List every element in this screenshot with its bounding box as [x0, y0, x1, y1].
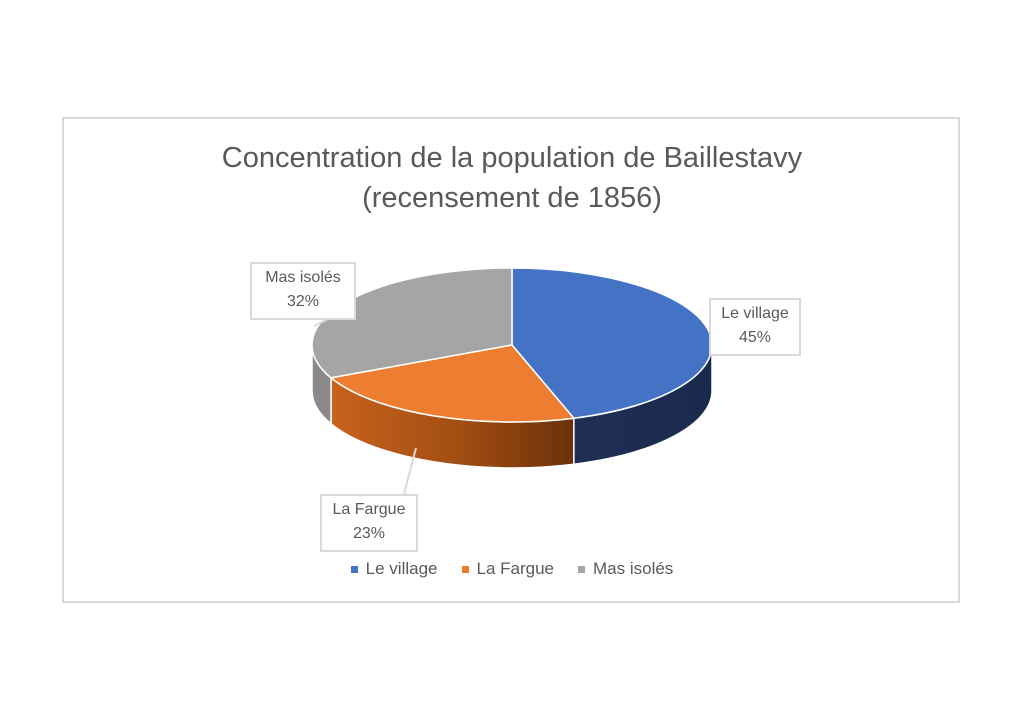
data-label-category: Mas isolés	[265, 269, 341, 286]
legend-swatch	[461, 565, 469, 573]
legend-item-mas-isoles: Mas isolés	[578, 559, 673, 579]
data-label-category: La Fargue	[332, 501, 406, 518]
chart-title-line-1: Concentration de la population de Baille…	[221, 142, 803, 174]
data-label-value: 23%	[352, 525, 386, 542]
data-label-value: 45%	[738, 329, 772, 346]
data-label-le-village: Le village 45%	[709, 298, 801, 356]
legend: Le village La Fargue Mas isolés	[0, 559, 1024, 579]
leader-line	[403, 447, 417, 495]
legend-item-le-village: Le village	[350, 559, 438, 579]
data-label-mas-isoles: Mas isolés 32%	[250, 262, 356, 320]
chart-title-line-2: (recensement de 1856)	[362, 182, 662, 214]
legend-label: Mas isolés	[593, 559, 674, 578]
legend-swatch	[578, 565, 585, 573]
legend-swatch	[350, 565, 358, 573]
data-label-value: 32%	[286, 293, 320, 310]
data-label-category: Le village	[721, 305, 789, 322]
data-label-la-fargue: La Fargue 23%	[320, 494, 418, 552]
chart-title: Concentration de la population de Baille…	[0, 138, 1024, 218]
pie-slice-la-fargue	[329, 344, 576, 423]
legend-label: La Fargue	[476, 559, 555, 578]
legend-item-la-fargue: La Fargue	[461, 559, 555, 579]
legend-label: Le village	[365, 559, 438, 578]
